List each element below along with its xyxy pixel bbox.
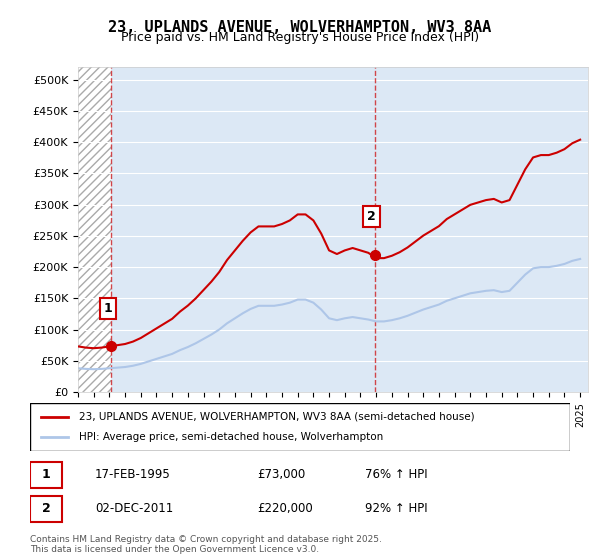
Text: 92% ↑ HPI: 92% ↑ HPI xyxy=(365,502,427,515)
Text: HPI: Average price, semi-detached house, Wolverhampton: HPI: Average price, semi-detached house,… xyxy=(79,432,383,442)
FancyBboxPatch shape xyxy=(30,496,62,522)
Text: 23, UPLANDS AVENUE, WOLVERHAMPTON, WV3 8AA: 23, UPLANDS AVENUE, WOLVERHAMPTON, WV3 8… xyxy=(109,20,491,35)
FancyBboxPatch shape xyxy=(30,403,570,451)
Text: £220,000: £220,000 xyxy=(257,502,313,515)
Text: 23, UPLANDS AVENUE, WOLVERHAMPTON, WV3 8AA (semi-detached house): 23, UPLANDS AVENUE, WOLVERHAMPTON, WV3 8… xyxy=(79,412,474,422)
Text: £73,000: £73,000 xyxy=(257,468,305,482)
Text: 1: 1 xyxy=(104,302,112,315)
Text: Price paid vs. HM Land Registry's House Price Index (HPI): Price paid vs. HM Land Registry's House … xyxy=(121,31,479,44)
Text: 17-FEB-1995: 17-FEB-1995 xyxy=(95,468,170,482)
Text: 1: 1 xyxy=(42,468,50,482)
Bar xyxy=(78,67,112,392)
Text: 76% ↑ HPI: 76% ↑ HPI xyxy=(365,468,427,482)
Text: Contains HM Land Registry data © Crown copyright and database right 2025.
This d: Contains HM Land Registry data © Crown c… xyxy=(30,535,382,554)
Text: 2: 2 xyxy=(42,502,50,515)
FancyBboxPatch shape xyxy=(30,461,62,488)
Text: 02-DEC-2011: 02-DEC-2011 xyxy=(95,502,173,515)
Text: 2: 2 xyxy=(367,210,376,223)
